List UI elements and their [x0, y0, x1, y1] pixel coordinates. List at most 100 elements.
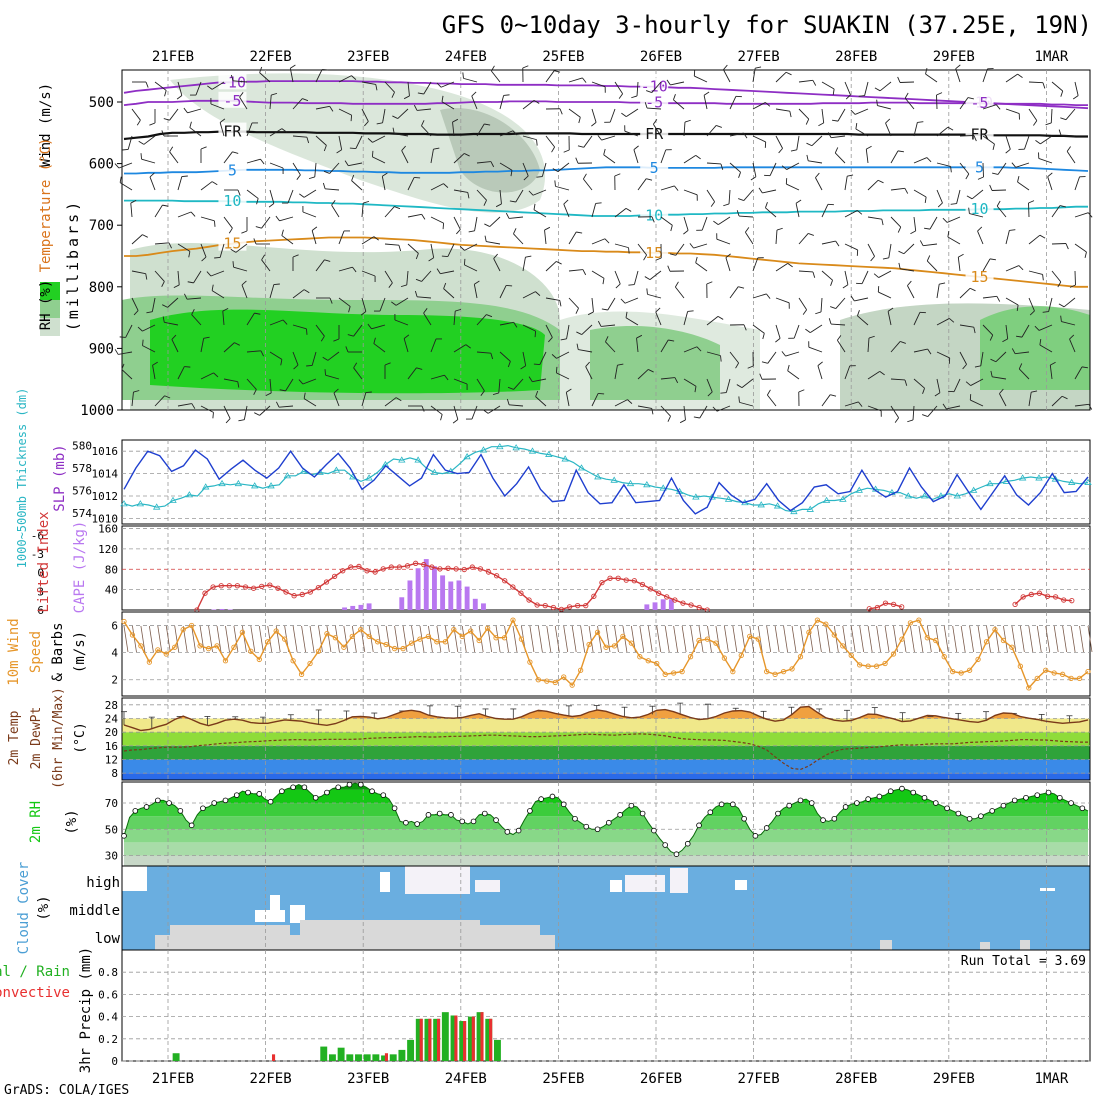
wind-barb — [371, 324, 386, 330]
wind-barb — [946, 216, 961, 223]
wind10-barb — [571, 625, 577, 653]
wind-barb-flag — [1069, 284, 1076, 288]
wind-barb-flag — [874, 87, 881, 92]
wind-barb — [200, 216, 215, 222]
wind-barb — [865, 149, 869, 164]
wind10-line-point — [679, 668, 685, 675]
wind-barb — [499, 351, 511, 362]
wind-barb — [786, 183, 800, 191]
wind-barb-flag — [365, 391, 372, 393]
thickness-tick-label: 574 — [72, 507, 92, 520]
wind-barb — [407, 81, 410, 96]
wind-barb — [489, 216, 501, 227]
wind10-line-point — [975, 656, 981, 663]
wind-barb-flag — [471, 91, 477, 97]
wind-barb-flag — [828, 318, 832, 325]
wind-barb — [626, 108, 639, 118]
wind-barb-flag — [990, 370, 993, 377]
wind10-barb — [867, 625, 873, 653]
wind10-barb — [859, 625, 865, 653]
wind-barb — [269, 95, 272, 110]
wind-barb-flag — [977, 226, 983, 232]
wind-barb-flag — [966, 195, 973, 200]
precip-tick-label: 0.8 — [98, 966, 118, 979]
wind-barb — [982, 324, 994, 336]
wind-barb — [353, 367, 363, 380]
lifted-index-line-point — [664, 594, 670, 600]
wind10-line-point — [966, 667, 973, 673]
wind-barb-flag — [887, 307, 894, 312]
wind-barb-flag — [857, 210, 863, 215]
thickness-point — [1084, 478, 1092, 485]
bottom-date-label: 23FEB — [347, 1071, 389, 1087]
rh-point — [177, 808, 184, 814]
lifted-index-line-point — [202, 590, 208, 596]
wind-barb-flag — [525, 255, 532, 258]
wind-barb-flag — [201, 256, 207, 262]
wind-barb-flag — [331, 200, 336, 206]
wind-barb-flag — [832, 88, 835, 95]
wind-barb-flag — [238, 419, 245, 422]
wind-barb-flag — [513, 228, 517, 234]
lifted-index-line-point — [866, 606, 872, 612]
wind10-barb — [876, 625, 881, 653]
wind-barb-flag — [750, 176, 757, 181]
wind-barb — [775, 230, 778, 245]
wind-barb-flag — [483, 200, 487, 206]
wind-barb-flag — [296, 174, 301, 180]
wind10-barb — [588, 625, 594, 653]
cape-bar — [472, 598, 478, 610]
lifted-index-line-point — [882, 600, 889, 606]
wind10-line-point — [375, 639, 381, 645]
temp-band — [122, 732, 1090, 746]
wind-barb — [660, 149, 667, 164]
wind-barb — [187, 297, 202, 300]
wind-barb — [246, 350, 261, 353]
isotherm-10 — [124, 199, 1088, 217]
wind-barb — [1074, 403, 1089, 407]
wind-barb — [725, 378, 731, 393]
wind-barb-flag — [765, 102, 771, 107]
wind-barb-flag — [417, 92, 424, 95]
precip-total-bar — [433, 1018, 441, 1061]
wind-barb-flag — [653, 119, 658, 125]
wind-barb — [578, 349, 593, 353]
wind-barb-flag — [306, 365, 313, 367]
wind-barb-flag — [924, 196, 927, 203]
wind-barb — [430, 405, 443, 415]
wind-barb-flag — [1017, 176, 1020, 183]
wind-barb-flag — [576, 231, 583, 234]
wind-barb-flag — [228, 227, 233, 234]
wind-barb-flag — [1005, 148, 1011, 154]
thickness-point — [169, 496, 177, 503]
wind-barb — [787, 370, 800, 380]
rh-point — [594, 826, 601, 833]
wind-barb — [786, 162, 800, 170]
wind10-barb — [377, 625, 383, 653]
wind-barb-flag — [927, 348, 932, 355]
wind-barb — [471, 405, 478, 420]
wind-barb-flag — [602, 278, 605, 285]
wind-barb-flag — [817, 361, 823, 366]
wind-barb-flag — [490, 353, 494, 360]
wind-barb — [601, 135, 616, 141]
wind-barb-flag — [344, 160, 349, 166]
rh-point — [1079, 805, 1086, 812]
wind-barb — [752, 162, 757, 177]
wind-barb-flag — [787, 364, 790, 371]
wind-barb — [936, 162, 951, 167]
rh-point — [425, 812, 432, 818]
rh-point — [910, 789, 917, 796]
wind-barb — [798, 79, 813, 83]
dewpt-line — [123, 733, 1088, 771]
wind-barb-flag — [707, 391, 713, 397]
wind-barb — [121, 369, 133, 380]
wind10-line-point — [611, 643, 618, 649]
cloud-block — [610, 880, 622, 892]
wind10-barb — [258, 625, 264, 653]
wind-barb-flag — [367, 323, 372, 330]
wind-barb — [609, 108, 616, 123]
wind10-barb — [783, 625, 788, 653]
wind-barb-flag — [805, 328, 811, 333]
wind10-line-point — [1076, 675, 1083, 682]
